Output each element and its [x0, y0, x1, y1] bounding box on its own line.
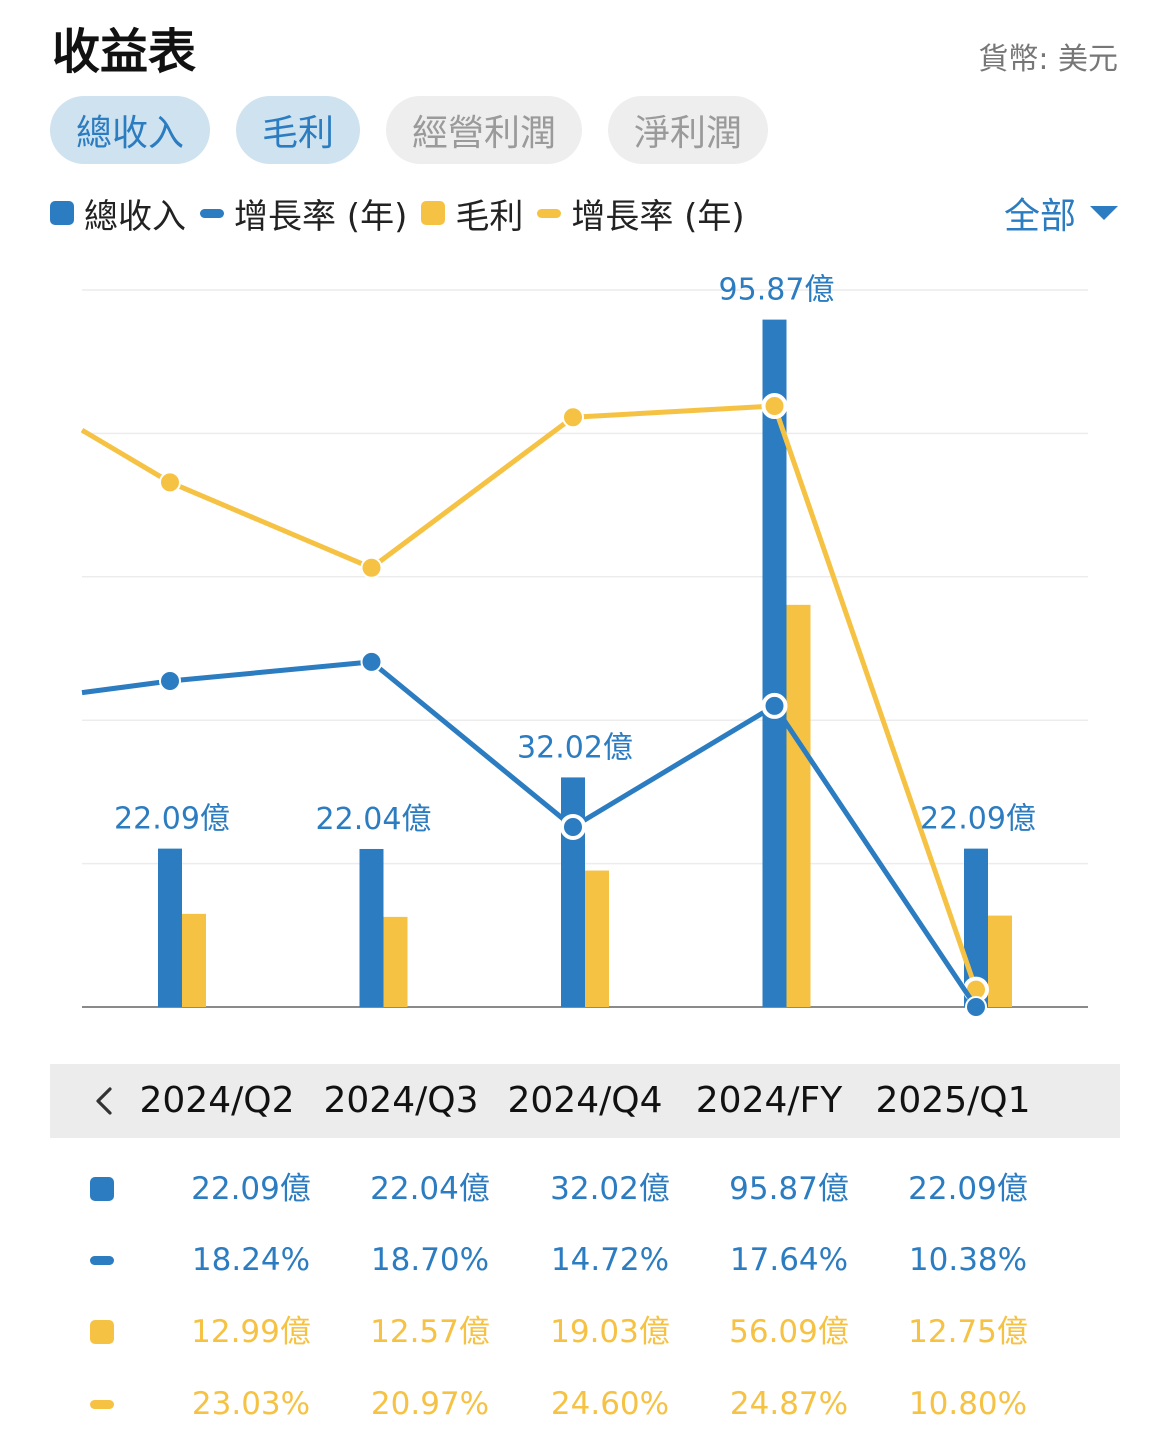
table-cell: 24.60% [550, 1386, 670, 1422]
table-cell: 22.09億 [191, 1171, 311, 1207]
bar-gross-profit [988, 915, 1012, 1007]
table-cell: 12.99億 [191, 1314, 311, 1350]
chevron-left-icon[interactable] [88, 1080, 122, 1122]
table-cell: 10.38% [908, 1242, 1028, 1278]
legend-item-revenue[interactable]: 總收入 [50, 189, 186, 238]
legend-item-gross-profit[interactable]: 毛利 [421, 189, 523, 238]
table-row: 18.24% 18.70% 14.72% 17.64% 10.38% [0, 1230, 1170, 1290]
bar-gross-profit [383, 916, 408, 1007]
period-header: 2024/Q2 2024/Q3 2024/Q4 2024/FY 2025/Q1 [50, 1064, 1120, 1138]
tab-operating-profit[interactable]: 經營利潤 [386, 96, 583, 164]
caret-down-icon [1090, 206, 1118, 220]
currency-label: 貨幣: 美元 [978, 42, 1118, 77]
table-cell: 14.72% [550, 1242, 670, 1278]
blue-line-icon [90, 1256, 114, 1265]
table-cell: 17.64% [729, 1242, 849, 1278]
range-label: 全部 [1003, 196, 1076, 237]
line-point [159, 670, 181, 692]
table-cell: 95.87億 [729, 1171, 849, 1207]
blue-line-icon [200, 208, 224, 218]
line-point [761, 692, 788, 719]
bar-data-label: 22.04億 [316, 802, 432, 837]
table-cell: 22.09億 [908, 1171, 1028, 1207]
line-point [159, 471, 181, 494]
line-gross-profit-growth [80, 403, 979, 991]
tab-gross-profit[interactable]: 毛利 [236, 96, 361, 164]
period-label[interactable]: 2024/FY [695, 1080, 843, 1121]
blue-square-icon [50, 201, 74, 225]
line-revenue-growth [81, 659, 979, 1009]
line-point [965, 996, 987, 1018]
line-point [560, 813, 586, 840]
line-point [761, 393, 788, 420]
bar-revenue [561, 777, 585, 1007]
page-title: 收益表 [52, 24, 197, 80]
tab-net-profit[interactable]: 淨利潤 [608, 96, 769, 164]
table-cell: 12.75億 [908, 1314, 1028, 1350]
bar-revenue [359, 848, 384, 1007]
line-point [360, 650, 383, 673]
table-cell: 18.24% [191, 1242, 311, 1278]
table-cell: 20.97% [370, 1386, 490, 1422]
range-dropdown[interactable]: 全部 [1003, 190, 1118, 237]
period-label[interactable]: 2024/Q3 [323, 1080, 479, 1121]
table-cell: 22.04億 [370, 1171, 490, 1207]
revenue-chart: 22.09億 22.04億 32.02億 95.87億 22.09億 [80, 273, 1088, 1018]
table-cell: 12.57億 [370, 1314, 490, 1350]
bar-revenue [158, 848, 182, 1007]
chart-legend: 總收入 增長率 (年) 毛利 增長率 (年) [50, 189, 759, 238]
table-cell: 24.87% [729, 1386, 849, 1422]
bar-data-label: 22.09億 [114, 802, 230, 837]
legend-item-revenue-growth[interactable]: 增長率 (年) [200, 189, 407, 238]
yellow-line-icon [90, 1400, 114, 1409]
table-cell: 32.02億 [550, 1171, 670, 1207]
table-row: 22.09億 22.04億 32.02億 95.87億 22.09億 [0, 1159, 1170, 1219]
table-cell: 18.70% [370, 1242, 490, 1278]
period-label[interactable]: 2025/Q1 [875, 1080, 1031, 1121]
table-cell: 19.03億 [550, 1314, 670, 1350]
bar-data-label: 32.02億 [517, 730, 633, 765]
line-point [360, 556, 383, 579]
bar-data-label: 95.87億 [719, 273, 835, 308]
tab-revenue[interactable]: 總收入 [50, 96, 211, 164]
legend-label: 增長率 (年) [571, 196, 745, 237]
table-cell: 23.03% [191, 1386, 311, 1422]
table-row: 23.03% 20.97% 24.60% 24.87% 10.80% [0, 1374, 1170, 1434]
table-cell: 10.80% [908, 1386, 1028, 1422]
period-label[interactable]: 2024/Q4 [507, 1080, 663, 1121]
legend-item-gross-profit-growth[interactable]: 增長率 (年) [537, 189, 745, 238]
period-label[interactable]: 2024/Q2 [139, 1080, 295, 1121]
legend-label: 毛利 [455, 196, 524, 237]
legend-label: 增長率 (年) [234, 196, 408, 237]
metric-tabs: 總收入 毛利 經營利潤 淨利潤 [50, 96, 769, 164]
bar-gross-profit [182, 913, 206, 1007]
line-point [562, 406, 584, 429]
yellow-square-icon [421, 201, 446, 225]
legend-label: 總收入 [84, 196, 186, 237]
bar-data-label: 22.09億 [920, 802, 1036, 837]
table-row: 12.99億 12.57億 19.03億 56.09億 12.75億 [0, 1302, 1170, 1362]
yellow-square-icon [90, 1320, 114, 1344]
blue-square-icon [90, 1177, 114, 1201]
bar-gross-profit [786, 604, 811, 1007]
table-cell: 56.09億 [729, 1314, 849, 1350]
bar-gross-profit [585, 870, 609, 1007]
yellow-line-icon [537, 208, 562, 218]
